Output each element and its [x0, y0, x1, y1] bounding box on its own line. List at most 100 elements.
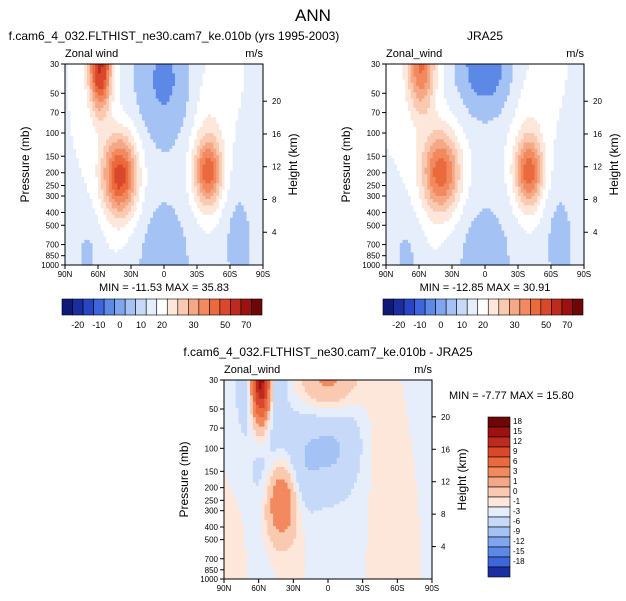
- heatmap-cell: [92, 170, 96, 175]
- heatmap-cell: [133, 120, 138, 125]
- heatmap-cell: [219, 114, 223, 118]
- heatmap-cell: [177, 114, 182, 118]
- heatmap-cell: [147, 173, 151, 178]
- heatmap-cell: [67, 89, 72, 93]
- heatmap-cell: [227, 164, 231, 169]
- heatmap-cell: [219, 107, 223, 112]
- heatmap-cell: [191, 177, 195, 181]
- heatmap-cell: [205, 148, 209, 153]
- heatmap-cell: [114, 64, 118, 68]
- heatmap-cell: [166, 167, 171, 172]
- heatmap-cell: [131, 123, 135, 128]
- heatmap-cell: [210, 117, 215, 122]
- heatmap-cell: [70, 76, 74, 81]
- heatmap-cell: [106, 111, 110, 115]
- heatmap-cell: [161, 183, 165, 188]
- heatmap-cell: [65, 129, 69, 134]
- heatmap-cell: [232, 129, 237, 134]
- heatmap-cell: [216, 76, 220, 81]
- heatmap-cell: [120, 145, 124, 150]
- heatmap-cell: [155, 192, 160, 197]
- heatmap-cell: [87, 101, 91, 106]
- heatmap-cell: [100, 167, 105, 172]
- heatmap-cell: [243, 148, 248, 153]
- heatmap-cell: [98, 101, 102, 106]
- heatmap-cell: [243, 170, 248, 175]
- heatmap-cell: [150, 123, 154, 128]
- heatmap-cell: [142, 155, 146, 159]
- heatmap-cell: [150, 158, 154, 162]
- heatmap-cell: [257, 186, 261, 191]
- heatmap-cell: [81, 173, 85, 178]
- heatmap-cell: [164, 101, 168, 106]
- heatmap-cell: [131, 120, 135, 125]
- heatmap-cell: [219, 117, 223, 122]
- heatmap-cell: [232, 170, 237, 175]
- heatmap-cell: [136, 148, 140, 153]
- heatmap-cell: [98, 173, 102, 178]
- heatmap-cell: [142, 167, 146, 172]
- heatmap-cell: [158, 155, 162, 159]
- heatmap-cell: [136, 70, 140, 75]
- heatmap-cell: [117, 167, 121, 172]
- heatmap-cell: [114, 117, 118, 122]
- heatmap-cell: [164, 180, 168, 184]
- heatmap-cell: [175, 114, 179, 118]
- heatmap-cell: [120, 104, 124, 109]
- heatmap-cell: [155, 161, 160, 166]
- heatmap-cell: [158, 123, 162, 128]
- heatmap-cell: [254, 101, 259, 106]
- heatmap-cell: [125, 67, 129, 71]
- heatmap-cell: [142, 123, 146, 128]
- heatmap-cell: [133, 85, 138, 90]
- heatmap-cell: [139, 183, 143, 188]
- heatmap-cell: [147, 139, 151, 144]
- heatmap-cell: [235, 177, 239, 181]
- heatmap-cell: [164, 89, 168, 93]
- y2-axis-label: Height (km): [286, 133, 300, 195]
- heatmap-cell: [87, 76, 91, 81]
- heatmap-cell: [260, 148, 264, 153]
- heatmap-cell: [155, 145, 160, 150]
- heatmap-cell: [98, 104, 102, 109]
- heatmap-cell: [128, 101, 132, 106]
- heatmap-cell: [177, 85, 182, 90]
- heatmap-cell: [224, 183, 228, 188]
- heatmap-cell: [180, 142, 184, 147]
- heatmap-cell: [92, 151, 96, 156]
- heatmap-cell: [117, 142, 121, 147]
- heatmap-cell: [125, 101, 129, 106]
- heatmap-cell: [136, 117, 140, 122]
- heatmap-cell: [260, 139, 264, 144]
- heatmap-cell: [180, 89, 184, 93]
- heatmap-cell: [227, 92, 231, 97]
- heatmap-cell: [260, 82, 264, 87]
- heatmap-cell: [100, 98, 105, 103]
- heatmap-cell: [213, 79, 217, 84]
- y2-tick-label: 8: [272, 195, 277, 204]
- heatmap-cell: [98, 129, 102, 134]
- heatmap-cell: [103, 173, 107, 178]
- heatmap-cell: [199, 98, 204, 103]
- heatmap-cell: [73, 104, 77, 109]
- heatmap-cell: [78, 173, 83, 178]
- heatmap-cell: [180, 76, 184, 81]
- heatmap-cell: [109, 139, 113, 144]
- heatmap-cell: [133, 158, 138, 162]
- heatmap-cell: [230, 148, 234, 153]
- heatmap-cell: [249, 67, 253, 71]
- heatmap-cell: [238, 104, 242, 109]
- heatmap-cell: [221, 67, 226, 71]
- heatmap-cell: [120, 123, 124, 128]
- heatmap-cell: [205, 145, 209, 150]
- heatmap-cell: [131, 164, 135, 169]
- heatmap-cell: [70, 114, 74, 118]
- heatmap-cell: [65, 114, 69, 118]
- heatmap-cell: [175, 120, 179, 125]
- heatmap-cell: [128, 192, 132, 197]
- heatmap-cell: [114, 183, 118, 188]
- heatmap-cell: [106, 70, 110, 75]
- heatmap-cell: [73, 155, 77, 159]
- heatmap-cell: [139, 173, 143, 178]
- heatmap-cell: [175, 164, 179, 169]
